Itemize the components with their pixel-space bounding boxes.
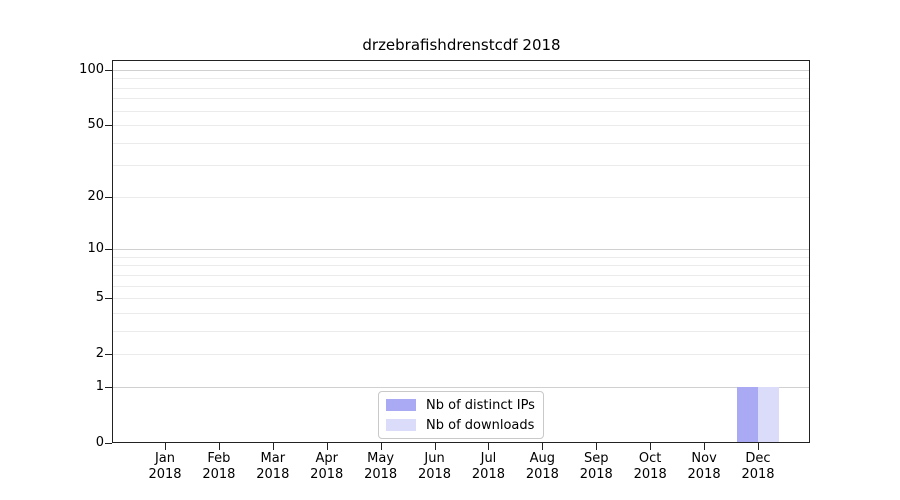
x-tick-label: Jul 2018: [471, 451, 505, 482]
x-tick-label: Apr 2018: [310, 451, 344, 482]
bar-nb-of-distinct-ips: [736, 386, 758, 442]
minor-gridline: [113, 98, 810, 100]
minor-gridline: [113, 285, 810, 287]
minor-gridline: [113, 312, 810, 314]
y-tick-label: 20: [87, 188, 104, 204]
x-tick-mark: [542, 443, 544, 450]
major-gridline: [113, 70, 810, 71]
x-tick-mark: [380, 443, 382, 450]
x-tick-label: Sep 2018: [579, 451, 613, 482]
minor-gridline: [113, 165, 810, 167]
minor-gridline: [113, 110, 810, 112]
x-tick-label: Mar 2018: [256, 451, 290, 482]
plot-area: [112, 60, 810, 443]
y-tick-label: 100: [79, 62, 104, 77]
minor-gridline: [113, 354, 810, 356]
minor-gridline: [113, 196, 810, 198]
legend: Nb of distinct IPs Nb of downloads: [378, 391, 544, 439]
x-tick-mark: [326, 443, 328, 450]
y-tick-label: 2: [95, 346, 104, 362]
y-tick-mark: [105, 354, 112, 356]
legend-label-distinct-ips: Nb of distinct IPs: [426, 397, 535, 413]
y-tick-label: 10: [87, 241, 104, 257]
x-tick-mark: [596, 443, 598, 450]
legend-swatch-downloads: [386, 419, 416, 431]
x-tick-label: Nov 2018: [687, 451, 721, 482]
legend-item-distinct-ips: Nb of distinct IPs: [386, 397, 543, 414]
x-tick-label: Jan 2018: [148, 451, 182, 482]
x-tick-label: Oct 2018: [633, 451, 667, 482]
minor-gridline: [113, 265, 810, 267]
major-gridline: [113, 249, 810, 251]
legend-item-downloads: Nb of downloads: [386, 417, 543, 434]
minor-gridline: [113, 256, 810, 258]
minor-gridline: [113, 298, 810, 300]
x-tick-label: Feb 2018: [202, 451, 236, 482]
y-tick-mark: [105, 196, 112, 198]
x-tick-label: May 2018: [364, 451, 398, 482]
y-tick-mark: [105, 386, 112, 388]
minor-gridline: [113, 78, 810, 80]
bar-nb-of-downloads: [757, 386, 779, 442]
x-tick-mark: [165, 443, 166, 450]
legend-swatch-distinct-ips: [386, 399, 416, 411]
x-tick-label: Jun 2018: [417, 451, 452, 482]
major-gridline: [113, 386, 810, 388]
minor-gridline: [113, 330, 810, 332]
x-tick-mark: [218, 443, 220, 450]
x-tick-mark: [488, 443, 490, 450]
minor-gridline: [113, 87, 810, 89]
x-tick-mark: [704, 443, 706, 450]
chart-title: drzebrafishdrenstcdf 2018: [362, 36, 561, 54]
y-tick-mark: [105, 298, 112, 300]
minor-gridline: [113, 125, 810, 127]
x-tick-label: Dec 2018: [741, 451, 775, 482]
x-tick-mark: [434, 443, 436, 450]
x-tick-mark: [650, 443, 652, 450]
x-tick-mark: [757, 443, 759, 450]
minor-gridline: [113, 142, 810, 144]
x-tick-mark: [272, 443, 274, 450]
x-tick-label: Aug 2018: [525, 451, 559, 482]
legend-label-downloads: Nb of downloads: [426, 417, 535, 433]
y-tick-mark: [105, 443, 112, 444]
y-tick-label: 50: [87, 117, 104, 133]
y-tick-label: 5: [95, 290, 104, 306]
y-tick-mark: [105, 70, 112, 71]
y-tick-mark: [105, 249, 112, 251]
minor-gridline: [113, 274, 810, 276]
y-tick-label: 1: [95, 378, 104, 394]
y-tick-mark: [105, 125, 112, 127]
y-tick-label: 0: [95, 435, 104, 450]
